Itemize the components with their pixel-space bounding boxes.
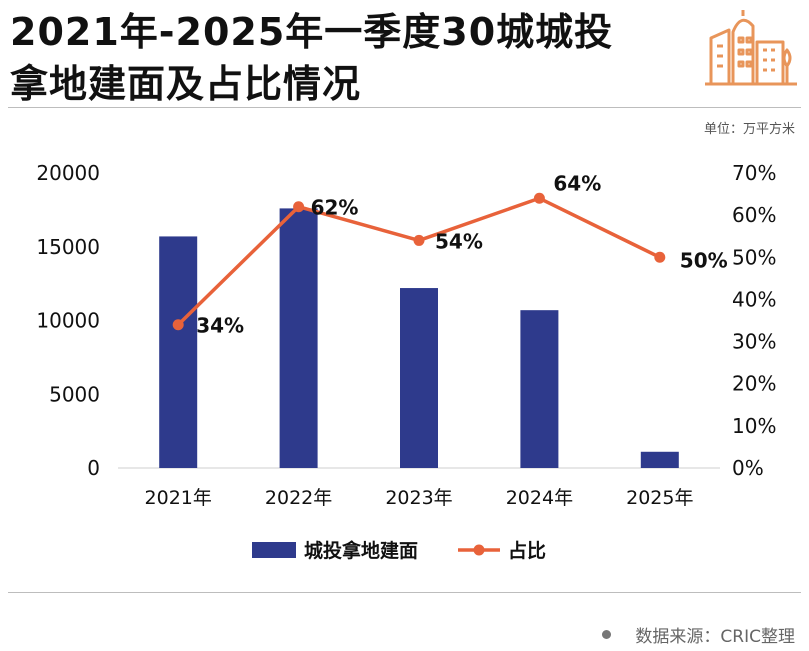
bar	[159, 236, 198, 468]
legend-line-marker	[473, 544, 485, 556]
x-tick-label: 2022年	[265, 487, 332, 509]
line-data-label: 64%	[553, 171, 601, 195]
y-right-tick-label: 40%	[732, 287, 776, 311]
line-data-label: 50%	[680, 248, 728, 272]
title-line-2: 拿地建面及占比情况	[10, 62, 362, 106]
legend-bar-label: 城投拿地建面	[304, 539, 418, 562]
bottom-divider	[8, 592, 801, 593]
y-left-tick-label: 0	[87, 456, 100, 480]
y-right-tick-label: 60%	[732, 203, 776, 227]
buildings-icon	[705, 10, 797, 86]
y-left-tick-label: 5000	[49, 382, 100, 406]
y-right-tick-label: 30%	[732, 330, 776, 354]
x-tick-label: 2021年	[145, 487, 212, 509]
bar	[520, 310, 559, 468]
y-left-tick-label: 15000	[36, 235, 100, 259]
x-tick-label: 2023年	[385, 487, 452, 509]
x-tick-label: 2024年	[506, 487, 573, 509]
legend-bar-swatch	[252, 542, 296, 558]
line-point	[293, 201, 305, 213]
line-point	[654, 251, 666, 263]
unit-label: 单位：万平方米	[703, 122, 795, 137]
line-point	[413, 234, 425, 246]
source-label: 数据来源：CRIC整理	[635, 627, 795, 647]
title-line-1: 2021年-2025年一季度30城城投	[10, 10, 614, 54]
legend-line-label: 占比	[508, 539, 546, 562]
chart-title: 2021年-2025年一季度30城城投 拿地建面及占比情况	[10, 6, 690, 110]
y-right-tick-label: 10%	[732, 414, 776, 438]
y-right-tick-label: 0%	[732, 456, 764, 480]
x-tick-label: 2025年	[626, 487, 693, 509]
line-point	[172, 319, 184, 331]
line-data-label: 62%	[311, 196, 359, 220]
y-right-tick-label: 50%	[732, 245, 776, 269]
y-right-tick-label: 20%	[732, 372, 776, 396]
line-data-label: 34%	[196, 314, 244, 338]
bar	[400, 288, 438, 468]
line-point	[533, 192, 545, 204]
bar	[279, 208, 318, 468]
chart-area: 050001000015000200000%10%20%30%40%50%60%…	[36, 161, 776, 562]
y-left-tick-label: 10000	[36, 309, 100, 333]
top-divider	[8, 107, 801, 108]
line-data-label: 54%	[435, 229, 483, 253]
bullet-dot-icon	[602, 630, 612, 639]
bar	[640, 451, 679, 468]
source-note: 数据来源：CRIC整理	[602, 622, 795, 647]
y-right-tick-label: 70%	[732, 161, 776, 185]
y-left-tick-label: 20000	[36, 161, 100, 185]
